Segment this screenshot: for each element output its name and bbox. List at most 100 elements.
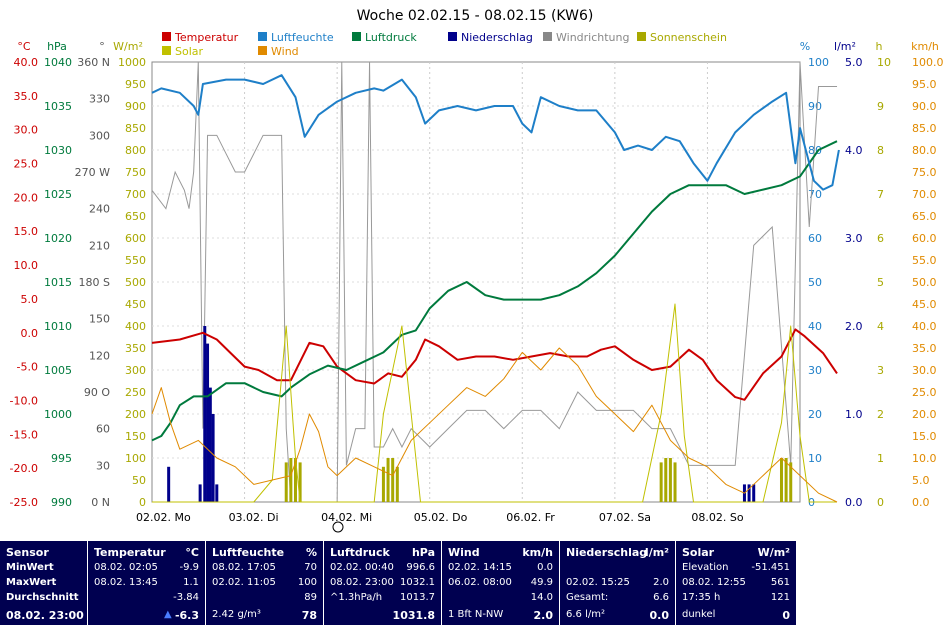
stat-row: 02.02. 14:15 0.0 [448, 562, 553, 576]
stat-label: 02.02. 11:05 [212, 577, 276, 588]
sunshine-bar [298, 462, 302, 502]
sunshine-bar [289, 458, 293, 502]
stat-row: ^1.3hPa/h 1013.7 [330, 592, 435, 606]
current-row: 6.6 l/m² 0.0 [566, 609, 669, 623]
tick-label-pressure: 1000 [44, 408, 72, 421]
col-unit: % [305, 546, 317, 559]
tick-label-humidity: 100 [808, 56, 829, 69]
current-row: dunkel 0 [682, 609, 790, 623]
sunshine-bar [284, 462, 288, 502]
stat-value: -3.84 [173, 592, 199, 603]
tick-label-humidity: 90 [808, 100, 822, 113]
rain-bar [747, 484, 751, 502]
x-day-label: 07.02. Sa [599, 511, 651, 524]
stat-label: 08.02. 23:00 [330, 577, 394, 588]
tick-label-wind: 10.0 [912, 452, 937, 465]
stat-label: 02.02. 15:25 [566, 577, 630, 588]
rain-bar [215, 484, 219, 502]
stat-row: 89 [212, 592, 317, 606]
stat-value: 0.0 [537, 562, 553, 573]
tick-label-pressure: 995 [51, 452, 72, 465]
current-value: 1031.8 [392, 609, 435, 622]
tick-label-temp: 10.0 [14, 259, 39, 272]
rain-bar [198, 484, 202, 502]
tick-label-wind: 75.0 [912, 166, 937, 179]
row-label: MaxWert [6, 577, 57, 588]
tick-label-wind: 65.0 [912, 210, 937, 223]
x-day-label: 08.02. So [691, 511, 743, 524]
tick-label-solar: 950 [125, 78, 146, 91]
stat-label: 08.02. 12:55 [682, 577, 746, 588]
stat-row: 02.02. 15:25 2.0 [566, 577, 669, 591]
row-label: MinWert [6, 562, 54, 573]
tick-label-temp: 15.0 [14, 225, 39, 238]
tick-label-winddir: 270 W [75, 166, 110, 179]
stat-label: 08.02. 17:05 [212, 562, 276, 573]
tick-label-pressure: 1035 [44, 100, 72, 113]
stat-value: 121 [770, 592, 790, 603]
tick-label-rain: 1.0 [845, 408, 863, 421]
tick-label-wind: 25.0 [912, 386, 937, 399]
col-header: Temperatur [94, 546, 166, 559]
legend-label: Niederschlag [461, 31, 533, 44]
axis-unit-humidity: % [800, 40, 810, 53]
stat-value: 6.6 [653, 592, 669, 603]
legend-label: Temperatur [174, 31, 239, 44]
stat-row: 08.02. 17:05 70 [212, 562, 317, 576]
stat-row: 17:35 h 121 [682, 592, 790, 606]
stat-row: Elevation -51.451 [682, 562, 790, 576]
col-header: Luftfeuchte [212, 546, 285, 559]
tick-label-pressure: 1020 [44, 232, 72, 245]
col-header: Solar [682, 546, 715, 559]
tick-label-wind: 90.0 [912, 100, 937, 113]
tick-label-pressure: 990 [51, 496, 72, 509]
series-line-wind [151, 347, 838, 503]
tick-label-solar: 850 [125, 122, 146, 135]
stat-label: 02.02. 00:40 [330, 562, 394, 573]
chart-title: Woche 02.02.15 - 08.02.15 (KW6) [357, 8, 594, 24]
tick-label-solar: 800 [125, 144, 146, 157]
tick-label-solar: 900 [125, 100, 146, 113]
tick-label-rain: 2.0 [845, 320, 863, 333]
tick-label-sun: 1 [877, 452, 884, 465]
tick-label-sun: 3 [877, 364, 884, 377]
tick-label-solar: 550 [125, 254, 146, 267]
stat-row: Gesamt: 6.6 [566, 592, 669, 606]
tick-label-sun: 7 [877, 188, 884, 201]
axis-unit-sun: h [876, 40, 883, 53]
sunshine-bar [664, 458, 668, 502]
col-wind: Wind km/h 02.02. 14:15 0.0 06.02. 08:00 49.9 1… [442, 541, 560, 625]
tick-label-humidity: 60 [808, 232, 822, 245]
axis-unit-pressure: hPa [47, 40, 67, 53]
col-header: Sensor [6, 546, 49, 559]
tick-label-solar: 100 [125, 452, 146, 465]
tick-label-winddir: 330 [89, 93, 110, 106]
stat-row: -3.84 [94, 592, 199, 606]
tick-label-winddir: 90 O [84, 386, 110, 399]
col-header: Luftdruck [330, 546, 390, 559]
sunshine-bar [779, 458, 783, 502]
tick-label-solar: 250 [125, 386, 146, 399]
col-solar: Solar W/m² Elevation -51.451 08.02. 12:55 561… [676, 541, 797, 625]
col-unit: W/m² [757, 546, 790, 559]
col-rain: Niederschlag l/m² 02.02. 15:25 2.0 Gesamt: 6.… [560, 541, 676, 625]
tick-label-temp: -20.0 [10, 462, 38, 475]
col-press: Luftdruck hPa 02.02. 00:40 996.6 08.02. 23:0… [324, 541, 442, 625]
current-label: 1 Bft N-NW [448, 609, 504, 620]
stat-value: 561 [770, 577, 790, 588]
stat-label: 08.02. 13:45 [94, 577, 158, 588]
tick-label-wind: 50.0 [912, 276, 937, 289]
sunshine-bar [659, 462, 663, 502]
current-label: dunkel [682, 609, 716, 620]
legend-label: Wind [271, 45, 299, 58]
tick-label-rain: 5.0 [845, 56, 863, 69]
stat-label: 06.02. 08:00 [448, 577, 512, 588]
statistics-panel: Sensor MinWert MaxWert Durchschnitt 08.0… [0, 541, 797, 625]
tick-label-wind: 60.0 [912, 232, 937, 245]
col-header: Wind [448, 546, 480, 559]
tick-label-wind: 0.0 [912, 496, 930, 509]
stat-label: Gesamt: [566, 592, 609, 603]
tick-label-humidity: 70 [808, 188, 822, 201]
col-sensor: Sensor MinWert MaxWert Durchschnitt 08.0… [0, 541, 88, 625]
tick-label-humidity: 20 [808, 408, 822, 421]
